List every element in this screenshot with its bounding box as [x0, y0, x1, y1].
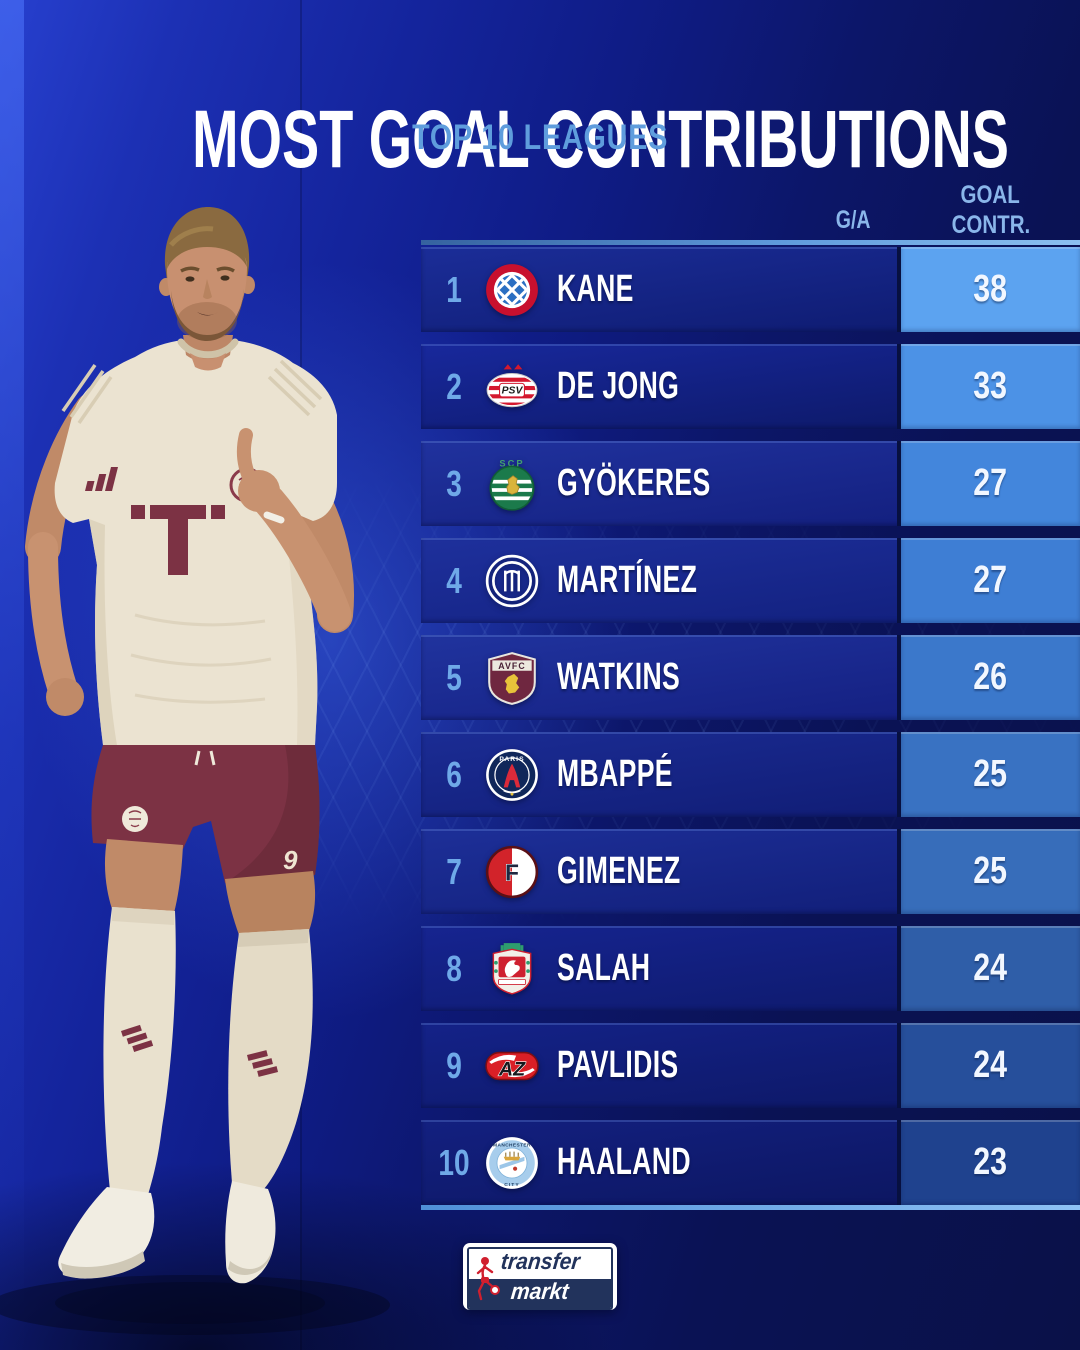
table-row: 8 SALAH 15/9 24: [421, 926, 1080, 1011]
psv-eindhoven-badge: PSV: [483, 358, 541, 416]
goal-contributions-value: 27: [897, 538, 1080, 623]
rank-label: 2: [446, 365, 462, 407]
goal-contributions-value: 24: [897, 926, 1080, 1011]
bayern-munich-badge: [483, 261, 541, 319]
svg-text:MANCHESTER: MANCHESTER: [493, 1142, 531, 1148]
player-name: DE JONG: [557, 365, 680, 407]
inter-milan-badge: [483, 552, 541, 610]
column-header-goal-contr: GOAL CONTR.: [951, 181, 1030, 239]
svg-text:9: 9: [283, 845, 298, 875]
rank-label: 4: [446, 559, 462, 601]
rank-label: 5: [446, 656, 462, 698]
aston-villa-badge: AVFC: [483, 649, 541, 707]
goal-contributions-value: 25: [897, 732, 1080, 817]
rank-label: 9: [446, 1044, 462, 1086]
table-row: 4 MARTÍNEZ 23/4 27: [421, 538, 1080, 623]
svg-text:PARIS: PARIS: [499, 756, 524, 763]
feyenoord-badge: F: [483, 843, 541, 901]
rank-label: 10: [438, 1141, 470, 1183]
background-light-strip: [0, 0, 24, 1350]
rank-label: 7: [446, 850, 462, 892]
table-row: 3 SCP GYÖKERES 19/8 27: [421, 441, 1080, 526]
page-subtitle: TOP 10 LEAGUES: [411, 118, 669, 157]
table-row: 9 AZ PAVLIDIS 22/2 24: [421, 1023, 1080, 1108]
player-name: KANE: [557, 268, 634, 310]
goal-contributions-value: 38: [897, 247, 1080, 332]
manchester-city-badge: MANCHESTER CITY: [483, 1134, 541, 1192]
rank-label: 3: [446, 462, 462, 504]
liverpool-badge: [483, 940, 541, 998]
transfermarkt-logo-frame: transfer markt: [467, 1247, 613, 1310]
player-name: GIMENEZ: [557, 850, 681, 892]
page-title: MOST GOAL CONTRIBUTIONS: [192, 93, 1009, 185]
player-name: MBAPPÉ: [557, 753, 673, 795]
svg-text:AZ: AZ: [498, 1058, 526, 1080]
table-row: 7 F GIMENEZ 21/4 25: [421, 829, 1080, 914]
table-row: 5 AVFC WATKINS 16/10 26: [421, 635, 1080, 720]
az-alkmaar-badge: AZ: [483, 1037, 541, 1095]
svg-text:F: F: [505, 859, 519, 885]
transfermarkt-logo: transfer markt: [463, 1243, 617, 1310]
goal-contributions-value: 33: [897, 344, 1080, 429]
goal-contributions-value: 26: [897, 635, 1080, 720]
player-name: HAALAND: [557, 1141, 691, 1183]
rank-label: 6: [446, 753, 462, 795]
svg-text:CITY: CITY: [504, 1181, 519, 1187]
psg-badge: PARIS: [483, 746, 541, 804]
table-row: 6 PARIS MBAPPÉ 21/4 25: [421, 732, 1080, 817]
goal-contributions-value: 27: [897, 441, 1080, 526]
rank-label: 8: [446, 947, 462, 989]
goal-contributions-value: 24: [897, 1023, 1080, 1108]
table-rows: 1 KANE 30/8 38 2 PSV DE JONG 22/11 33 3 …: [421, 247, 1080, 1205]
logo-word-transfer: transfer: [469, 1249, 611, 1279]
player-name: WATKINS: [557, 656, 681, 698]
table-row: 2 PSV DE JONG 22/11 33: [421, 344, 1080, 429]
player-photo: 9: [0, 207, 390, 1335]
goal-contributions-value: 25: [897, 829, 1080, 914]
table-bottom-border: [421, 1205, 1080, 1210]
rank-label: 1: [446, 268, 462, 310]
table-top-border: [421, 240, 1080, 245]
sporting-cp-badge: SCP: [483, 455, 541, 513]
player-name: MARTÍNEZ: [557, 559, 698, 601]
player-name: PAVLIDIS: [557, 1044, 679, 1086]
player-name: SALAH: [557, 947, 651, 989]
transfermarkt-player-icon: [476, 1257, 500, 1301]
rankings-table: 1 KANE 30/8 38 2 PSV DE JONG 22/11 33 3 …: [421, 240, 1080, 1210]
player-name: GYÖKERES: [557, 462, 711, 504]
svg-text:AVFC: AVFC: [498, 661, 525, 671]
goal-contributions-value: 23: [897, 1120, 1080, 1205]
table-row: 1 KANE 30/8 38: [421, 247, 1080, 332]
column-header-ga: G/A: [835, 206, 870, 234]
svg-text:PSV: PSV: [502, 385, 524, 396]
svg-text:SCP: SCP: [499, 458, 524, 468]
